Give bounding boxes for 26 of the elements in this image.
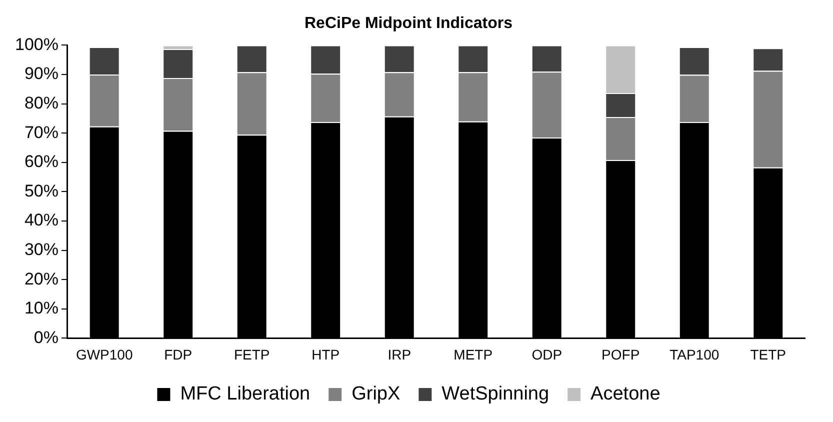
x-tick-label: ODP bbox=[532, 346, 562, 362]
x-tick-label: METP bbox=[454, 346, 493, 362]
y-tick-label: 50% bbox=[24, 181, 58, 200]
x-tick-label: FDP bbox=[164, 346, 192, 362]
y-tick-label: 40% bbox=[24, 210, 58, 230]
y-tick-label: 100% bbox=[14, 34, 58, 54]
y-tick-label: 80% bbox=[24, 93, 58, 112]
chart-title: ReCiPe Midpoint Indicators bbox=[304, 15, 513, 32]
y-tick-label: 10% bbox=[24, 298, 58, 318]
x-tick-label: TAP100 bbox=[670, 346, 720, 362]
y-tick-label: 70% bbox=[24, 122, 58, 142]
y-tick-label: 30% bbox=[24, 240, 58, 259]
legend-label: GripX bbox=[352, 384, 400, 405]
legend-label: Acetone bbox=[590, 384, 660, 405]
y-tick-label: 0% bbox=[34, 328, 58, 347]
x-tick-label: HTP bbox=[312, 346, 340, 362]
x-tick-label: TETP bbox=[750, 346, 786, 362]
x-tick-label: GWP100 bbox=[76, 346, 133, 362]
y-tick-label: 60% bbox=[24, 152, 58, 172]
x-tick-label: FETP bbox=[234, 346, 270, 362]
legend-label: WetSpinning bbox=[442, 384, 550, 405]
y-tick-label: 20% bbox=[24, 269, 58, 288]
y-tick-label: 90% bbox=[24, 64, 58, 84]
legend-label: MFC Liberation bbox=[180, 384, 310, 405]
x-tick-label: POFP bbox=[602, 346, 640, 362]
x-tick-label: IRP bbox=[388, 346, 412, 362]
